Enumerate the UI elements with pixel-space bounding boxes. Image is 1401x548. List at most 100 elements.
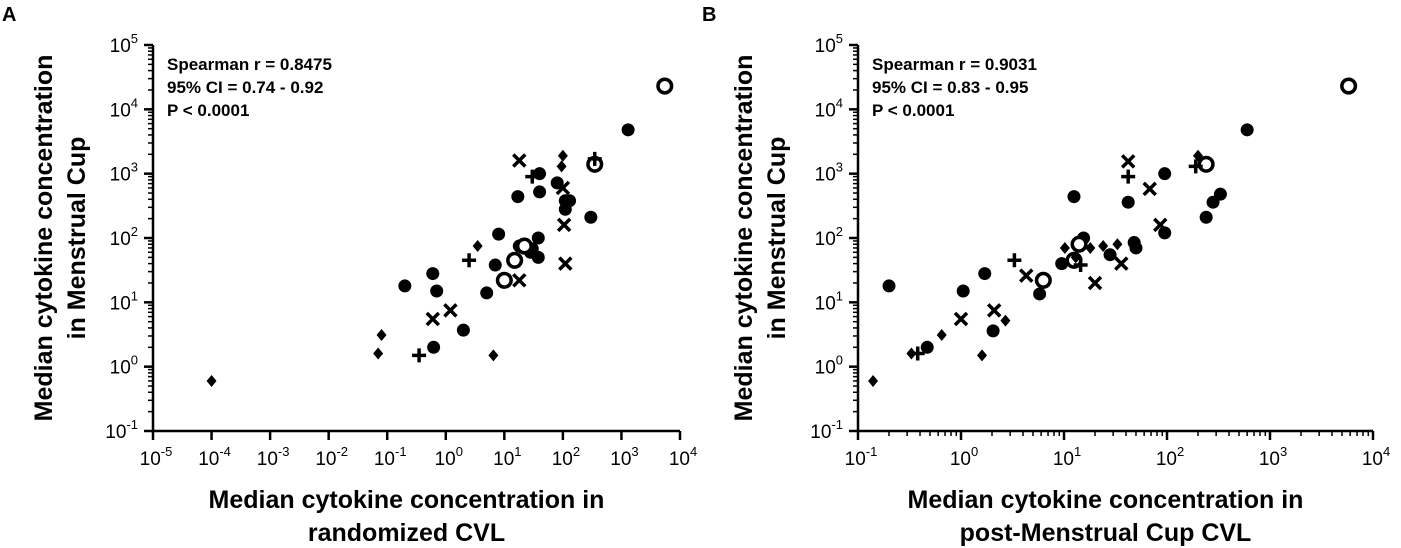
stats-annotation: P < 0.0001 (167, 101, 249, 120)
x-tick-label: 100 (435, 444, 463, 470)
data-point-open-circle (506, 251, 524, 269)
data-point-circle (533, 185, 547, 199)
data-point-cross (512, 153, 527, 168)
data-point-plus (1073, 258, 1088, 273)
data-point-circle (427, 340, 441, 354)
data-point-cross (425, 311, 441, 327)
x-tick-label: 104 (669, 444, 697, 470)
data-point-circle (1067, 190, 1081, 204)
data-point-diamond (906, 347, 917, 360)
data-point-circle (531, 250, 545, 264)
data-point-cross (1120, 154, 1136, 169)
data-point-circle (1103, 248, 1117, 262)
data-point-circle (511, 190, 525, 204)
data-point-circle (1213, 187, 1227, 201)
stats-annotation: Spearman r = 0.9031 (872, 55, 1037, 74)
data-point-diamond (1070, 251, 1081, 264)
data-point-cross (1153, 217, 1168, 233)
x-tick-label: 103 (1259, 444, 1287, 470)
data-point-plus (462, 253, 477, 268)
x-tick-label: 10-5 (140, 444, 173, 470)
x-tick-label: 101 (1053, 444, 1081, 470)
data-point-open-circle (1070, 235, 1088, 253)
data-point-circle (584, 210, 598, 224)
data-point-cross (953, 311, 969, 327)
data-point-circle (1055, 257, 1069, 271)
x-tick-label: 10-1 (845, 444, 878, 470)
data-point-open-circle (515, 237, 533, 255)
x-axis-label: post-Menstrual Cup CVL (960, 519, 1252, 547)
x-axis-label: randomized CVL (308, 519, 505, 547)
y-tick-label: 105 (815, 31, 843, 57)
data-point-circle (456, 323, 470, 337)
data-point-diamond (1193, 149, 1204, 162)
stats-annotation: 95% CI = 0.74 - 0.92 (167, 78, 323, 97)
data-point-circle (1199, 210, 1213, 224)
x-tick-label: 103 (610, 444, 638, 470)
data-point-plus (1121, 169, 1136, 184)
y-axis-label: Median cytokine concentration (730, 55, 758, 422)
stats-annotation: Spearman r = 0.8475 (167, 55, 332, 74)
data-point-plus (525, 169, 540, 184)
data-point-circle (398, 279, 412, 293)
data-point-circle (430, 284, 444, 298)
chart-panel-a: A 10-1 100 101 102 103 104 105 10-5 10-4 10-3 10-2 1… (0, 0, 700, 548)
data-point-diamond (1085, 241, 1096, 254)
x-axis-label: Median cytokine concentration in (908, 486, 1304, 514)
data-point-open-circle (656, 77, 674, 95)
data-point-open-circle (1340, 77, 1358, 95)
data-point-circle (986, 324, 1000, 338)
data-point-diamond (557, 149, 568, 162)
y-axis-label: Median cytokine concentration (30, 55, 58, 422)
panel-label: A (2, 4, 16, 26)
data-point-circle (621, 123, 635, 137)
x-tick-label: 100 (950, 444, 978, 470)
data-point-circle (1240, 123, 1254, 137)
x-tick-label: 10-2 (315, 444, 348, 470)
data-point-circle (480, 286, 494, 300)
stats-annotation: 95% CI = 0.83 - 0.95 (872, 78, 1028, 97)
data-point-cross (1142, 181, 1157, 197)
chart-panel-b: B 10-1 100 101 102 103 104 105 10-1 100 101 102 103 1… (700, 0, 1400, 548)
stats-annotation: P < 0.0001 (872, 101, 954, 120)
data-point-diamond (1098, 240, 1109, 253)
y-tick-label: 102 (110, 224, 138, 250)
data-point-cross (443, 303, 458, 318)
y-tick-label: 100 (815, 353, 843, 379)
y-axis-label: in Menstrual Cup (763, 137, 791, 340)
x-tick-label: 101 (493, 444, 521, 470)
y-tick-label: 10-1 (105, 417, 138, 443)
y-tick-label: 101 (815, 288, 843, 314)
data-point-plus (1007, 253, 1022, 268)
data-point-diamond (1059, 241, 1070, 254)
scatter-plot-a: A 10-1 100 101 102 103 104 105 10-5 10-4 10-3 10-2 1… (2, 4, 697, 547)
data-point-open-circle (1034, 271, 1052, 289)
data-point-circle (563, 194, 577, 208)
data-point-circle (1033, 287, 1047, 301)
y-tick-label: 102 (815, 224, 843, 250)
data-point-cross (1087, 275, 1103, 291)
y-tick-label: 103 (815, 160, 843, 186)
data-point-diamond (936, 329, 947, 342)
data-point-cross (1114, 256, 1129, 271)
y-tick-label: 104 (815, 95, 843, 121)
x-axis-label: Median cytokine concentration in (209, 486, 605, 514)
data-point-diamond (472, 240, 483, 253)
data-point-circle (1121, 195, 1135, 209)
data-point-cross (1019, 268, 1034, 283)
y-tick-label: 10-1 (810, 417, 843, 443)
data-point-diamond (1112, 238, 1123, 251)
y-tick-label: 103 (110, 160, 138, 186)
data-point-circle (920, 340, 934, 354)
data-point-cross (558, 256, 573, 271)
data-point-plus (412, 348, 427, 363)
data-point-diamond (977, 349, 988, 362)
data-point-circle (426, 267, 440, 281)
data-point-circle (1158, 167, 1172, 181)
data-point-diamond (206, 374, 217, 387)
data-point-cross (556, 217, 572, 233)
x-tick-label: 10-1 (374, 444, 407, 470)
data-point-diamond (488, 349, 499, 362)
x-tick-label: 10-4 (198, 444, 231, 470)
data-point-diamond (868, 374, 879, 387)
